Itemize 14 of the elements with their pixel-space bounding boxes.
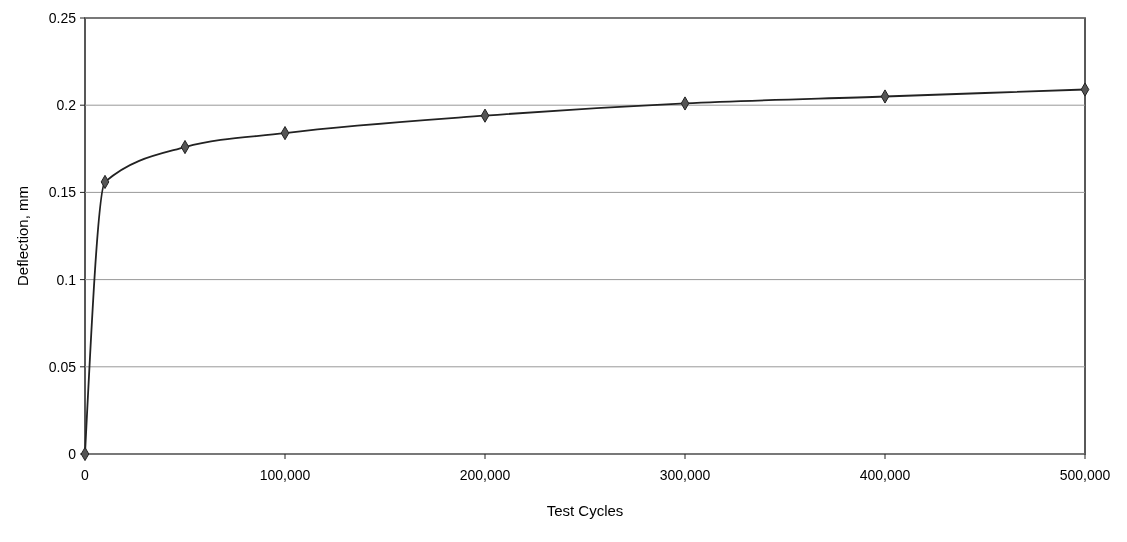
x-tick-label: 200,000 [459, 467, 511, 483]
y-axis-title: Deflection, mm [14, 185, 31, 287]
x-tick-label: 100,000 [259, 467, 311, 483]
x-axis-title: Test Cycles [546, 502, 624, 519]
y-tick-label: 0.05 [48, 358, 77, 375]
y-tick-label: 0 [68, 445, 77, 462]
x-tick-label: 0 [81, 467, 90, 483]
x-tick-label: 400,000 [859, 467, 911, 483]
y-tick-label: 0.1 [56, 271, 77, 288]
y-tick-label: 0.15 [48, 184, 77, 201]
x-tick-label: 300,000 [659, 467, 711, 483]
y-tick-label: 0.2 [56, 97, 77, 114]
y-tick-label: 0.25 [48, 9, 77, 26]
x-tick-label: 500,000 [1059, 467, 1111, 483]
